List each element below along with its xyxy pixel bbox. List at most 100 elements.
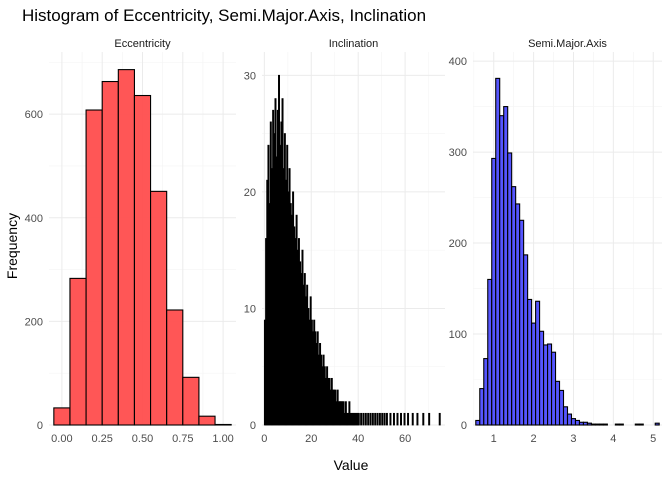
histogram-bar xyxy=(385,412,388,426)
facet-panel-inclination: Inclination 0 10 20 30 0 20 40 60 xyxy=(244,38,445,445)
x-tick-label: 0.50 xyxy=(132,433,153,445)
y-tick-label: 200 xyxy=(25,316,43,328)
histogram-bar xyxy=(562,406,569,426)
facet-strip-label: Eccentricity xyxy=(114,38,171,50)
histogram-bar xyxy=(539,330,545,426)
y-tick-label: 0 xyxy=(37,420,43,432)
histogram-bar xyxy=(566,413,573,426)
chart-title: Histogram of Eccentricity, Semi.Major.Ax… xyxy=(22,6,426,25)
histogram-bar xyxy=(403,412,406,426)
histogram-bar xyxy=(614,423,620,426)
histogram-bar xyxy=(491,157,497,426)
histogram-bar xyxy=(381,412,384,426)
histogram-bar xyxy=(554,380,561,426)
y-tick-label: 300 xyxy=(449,147,467,159)
x-tick-label: 1.00 xyxy=(212,433,233,445)
histogram-bar xyxy=(479,388,485,426)
y-tick-label: 0 xyxy=(250,420,256,432)
histogram-bar xyxy=(634,423,640,426)
histogram-bar xyxy=(383,412,386,426)
y-tick-label: 20 xyxy=(244,187,256,199)
histogram-bar xyxy=(416,412,419,426)
histogram-bar xyxy=(438,412,441,426)
histogram-bar xyxy=(360,412,363,426)
y-tick-label: 100 xyxy=(449,329,467,341)
histogram-bar xyxy=(362,412,365,426)
histogram-bar xyxy=(133,94,152,426)
histogram-bar xyxy=(198,415,216,426)
histogram-bar xyxy=(407,412,410,426)
histogram-bar xyxy=(602,423,608,426)
histogram-bar xyxy=(428,412,431,426)
histogram-bar xyxy=(400,412,402,426)
x-tick-label: 0.00 xyxy=(51,433,72,445)
histogram-bar xyxy=(378,412,381,426)
histogram-bar xyxy=(69,277,87,426)
histogram-bar xyxy=(475,419,481,426)
histogram-bar xyxy=(654,422,660,426)
facet-strip-label: Semi.Major.Axis xyxy=(528,38,607,50)
histogram-bar xyxy=(495,77,501,426)
facet-strip-label: Inclination xyxy=(329,38,379,50)
histogram-bar xyxy=(376,412,379,426)
histogram-bar xyxy=(618,423,624,426)
histogram-bar xyxy=(527,298,533,426)
histogram-bar xyxy=(364,412,367,426)
histogram-bar xyxy=(598,423,604,426)
histogram-bar xyxy=(519,219,525,426)
x-tick-label: 0 xyxy=(261,433,267,445)
histogram-bar xyxy=(558,389,565,426)
x-tick-label: 0.25 xyxy=(91,433,112,445)
y-axis-title: Frequency xyxy=(4,213,20,279)
y-tick-label: 600 xyxy=(25,109,43,121)
histogram-bar xyxy=(547,343,553,426)
histogram-bar xyxy=(117,69,135,426)
histogram-bar xyxy=(503,106,509,426)
y-tick-label: 10 xyxy=(244,303,256,315)
x-tick-label: 3 xyxy=(570,433,576,445)
histogram-bar xyxy=(371,412,374,426)
facet-panel-semi-major-axis: Semi.Major.Axis 0 100 200 300 400 1 2 3 4 5 xyxy=(449,38,662,445)
x-tick-label: 2 xyxy=(531,433,537,445)
histogram-bar xyxy=(638,423,644,426)
histogram-bar xyxy=(374,412,377,426)
histogram-bar xyxy=(574,419,581,426)
histogram-bar xyxy=(392,412,395,426)
histogram-bar xyxy=(570,418,577,426)
y-tick-label: 400 xyxy=(25,213,43,225)
histogram-bar xyxy=(182,376,200,426)
histogram-bar xyxy=(53,407,71,426)
histogram-bar xyxy=(422,412,425,426)
histogram-bar xyxy=(499,115,505,426)
histogram-bar xyxy=(150,190,168,426)
histogram-bar xyxy=(367,412,370,426)
x-tick-label: 1 xyxy=(491,433,497,445)
histogram-bar xyxy=(594,423,600,426)
histogram-bar xyxy=(214,423,232,426)
histogram-bar xyxy=(483,358,489,426)
histogram-bar xyxy=(578,421,584,426)
histogram-bar xyxy=(586,422,592,426)
y-tick-label: 400 xyxy=(449,56,467,68)
histogram-bar xyxy=(543,344,549,426)
histogram-bar xyxy=(507,152,513,426)
facet-panel-eccentricity: Eccentricity 0 200 400 600 0.00 0.25 0.50 0.75 1.… xyxy=(25,38,236,445)
histogram-bar xyxy=(166,309,184,426)
histogram-bar xyxy=(357,412,360,426)
y-tick-label: 30 xyxy=(244,70,256,82)
histogram-bar xyxy=(535,300,541,426)
x-tick-label: 20 xyxy=(305,433,317,445)
histogram-bar xyxy=(85,109,103,426)
y-tick-label: 0 xyxy=(461,420,467,432)
histogram-bar xyxy=(590,423,596,426)
histogram-bar xyxy=(551,351,557,426)
x-axis-title: Value xyxy=(334,457,369,473)
histogram-bar xyxy=(523,254,529,426)
x-tick-label: 4 xyxy=(610,433,616,445)
x-tick-label: 5 xyxy=(650,433,656,445)
histogram-bar xyxy=(582,421,588,426)
histogram-bar xyxy=(411,412,414,426)
histogram-bar xyxy=(396,412,399,426)
